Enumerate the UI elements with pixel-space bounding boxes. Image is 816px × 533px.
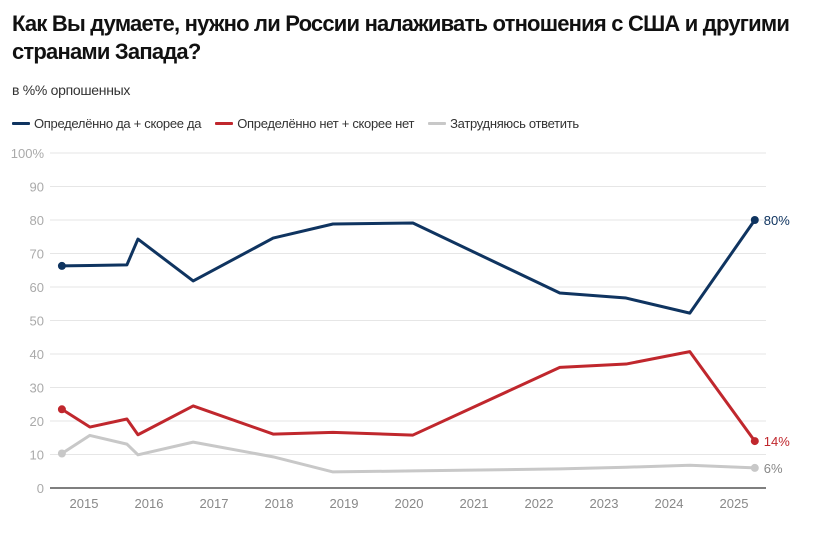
series-line-no: [61, 350, 757, 442]
legend-item-no: Определённо нет + скорее нет: [215, 116, 414, 131]
x-tick-label: 2017: [200, 496, 229, 511]
y-tick-label: 90: [30, 180, 44, 195]
x-tick-label: 2025: [720, 496, 749, 511]
x-tick-label: 2019: [330, 496, 359, 511]
x-tick-label: 2024: [655, 496, 684, 511]
series-end-point-unsure: [750, 463, 759, 472]
x-tick-label: 2018: [265, 496, 294, 511]
legend: Определённо да + скорее да Определённо н…: [12, 116, 579, 131]
end-label-unsure: 6%: [764, 461, 783, 476]
legend-swatch-no: [215, 122, 234, 125]
end-label-no: 14%: [764, 434, 790, 449]
legend-item-unsure: Затрудняюсь ответить: [428, 116, 579, 131]
y-tick-label: 60: [30, 280, 44, 295]
x-tick-label: 2015: [70, 496, 99, 511]
y-tick-label: 0: [37, 481, 44, 496]
y-tick-label: 10: [30, 448, 44, 463]
series-start-point-no: [57, 405, 66, 414]
legend-swatch-unsure: [428, 122, 447, 125]
y-tick-label: 80: [30, 213, 44, 228]
legend-item-yes: Определённо да + скорее да: [12, 116, 202, 131]
legend-label-no: Определённо нет + скорее нет: [237, 116, 415, 131]
y-tick-label: 50: [30, 314, 44, 329]
legend-label-yes: Определённо да + скорее да: [34, 116, 202, 131]
series-end-point-yes: [750, 216, 759, 224]
chart-title: Как Вы думаете, нужно ли России налажива…: [12, 11, 790, 64]
legend-swatch-yes: [12, 122, 30, 125]
series-end-point-no: [750, 437, 759, 446]
legend-label-unsure: Затрудняюсь ответить: [450, 116, 579, 131]
y-tick-label: 40: [30, 347, 44, 362]
series-start-point-yes: [57, 261, 66, 270]
series-line-yes: [61, 219, 757, 315]
series-line-unsure: [61, 433, 755, 474]
x-tick-label: 2023: [590, 496, 619, 511]
chart-subtitle: в %% орпошенных: [12, 82, 131, 98]
x-tick-label: 2020: [395, 496, 424, 511]
x-tick-label: 2021: [460, 496, 489, 511]
end-label-yes: 80%: [764, 213, 790, 228]
x-tick-label: 2022: [525, 496, 554, 511]
y-tick-label: 30: [30, 381, 44, 396]
x-tick-label: 2016: [135, 496, 164, 511]
y-tick-label: 20: [30, 414, 44, 429]
y-tick-label: 70: [30, 247, 44, 262]
y-tick-label: 100%: [11, 146, 45, 161]
series-start-point-unsure: [57, 449, 66, 458]
